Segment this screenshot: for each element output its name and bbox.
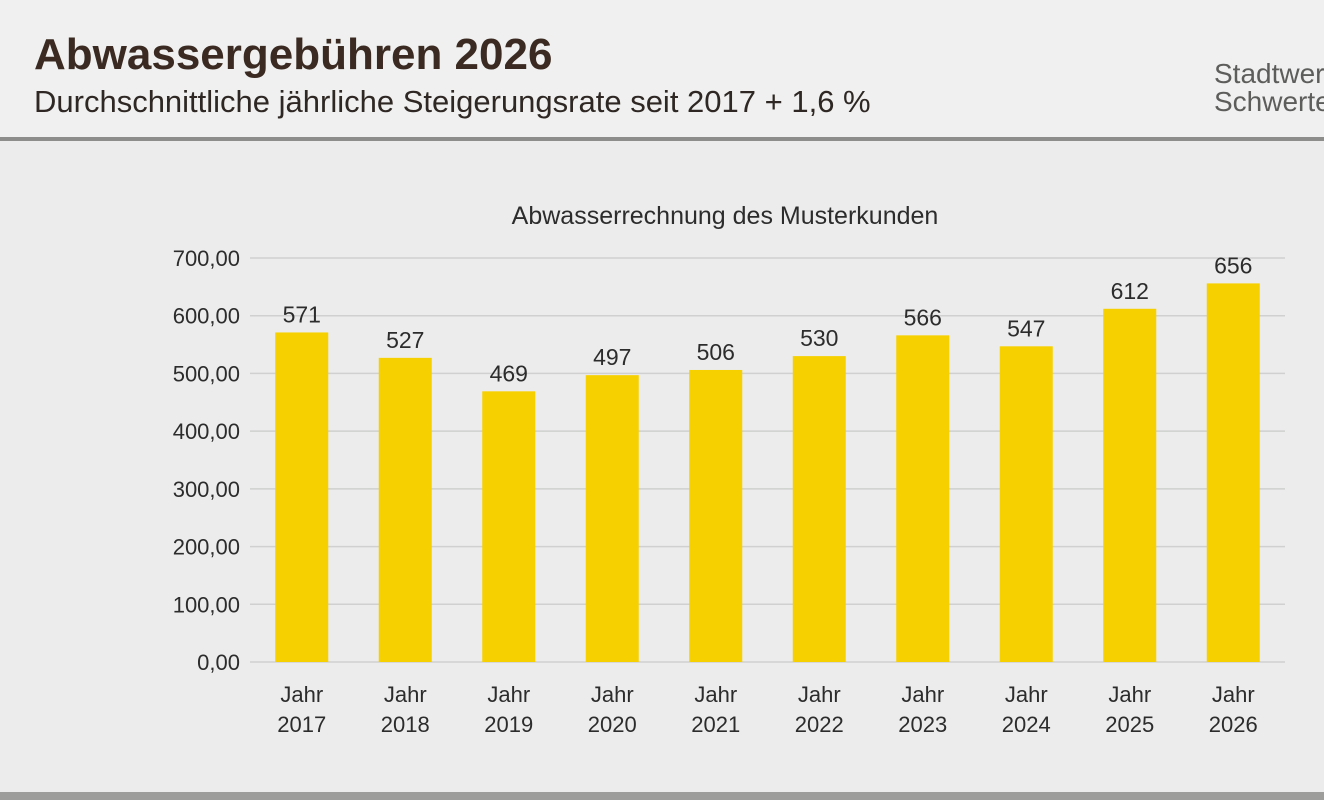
y-axis-ticks: 0,00 100,00 200,00 300,00 400,00 500,00 600,00…	[173, 246, 240, 675]
x-tick-label-line2: 2022	[795, 712, 844, 737]
data-label: 547	[1007, 315, 1045, 341]
x-tick-label-line1: Jahr	[1212, 682, 1255, 707]
x-tick-label-line2: 2023	[898, 712, 947, 737]
data-label: 566	[904, 304, 942, 330]
bar	[378, 357, 432, 662]
x-axis-ticks: Jahr 2017 Jahr 2018 Jahr 2019 Jahr 2020 Jahr 2021…	[277, 682, 1257, 737]
y-tick-label: 300,00	[173, 477, 240, 502]
x-tick-label-line1: Jahr	[901, 682, 944, 707]
brand-logo-text: Stadtwerke Schwerte	[1214, 60, 1324, 116]
x-tick-label-line1: Jahr	[591, 682, 634, 707]
bottom-edge	[0, 792, 1324, 800]
data-label: 497	[593, 344, 631, 370]
data-label: 656	[1214, 252, 1252, 278]
x-tick-label-line2: 2021	[691, 712, 740, 737]
slide-title: Abwassergebühren 2026	[34, 30, 553, 79]
data-label: 530	[800, 325, 838, 351]
y-tick-label: 700,00	[173, 246, 240, 271]
x-tick-label-line1: Jahr	[280, 682, 323, 707]
data-label: 527	[386, 327, 424, 353]
bar	[792, 356, 846, 662]
x-tick-label-line2: 2025	[1105, 712, 1154, 737]
bar	[689, 369, 743, 662]
x-tick-label-line2: 2019	[484, 712, 533, 737]
y-tick-label: 600,00	[173, 304, 240, 329]
slide-header: Abwassergebühren 2026 Durchschnittliche …	[0, 0, 1324, 137]
data-label: 506	[697, 339, 735, 365]
bar	[999, 346, 1053, 662]
data-label: 571	[283, 301, 321, 327]
bar	[1206, 283, 1260, 662]
brand-line-2: Schwerte	[1214, 86, 1324, 116]
y-tick-label: 0,00	[197, 650, 240, 675]
bar	[585, 375, 639, 662]
x-tick-label-line2: 2017	[277, 712, 326, 737]
x-tick-label-line1: Jahr	[1005, 682, 1048, 707]
bars	[275, 283, 1260, 662]
x-tick-label-line1: Jahr	[798, 682, 841, 707]
x-tick-label-line2: 2024	[1002, 712, 1051, 737]
bar	[896, 335, 950, 662]
x-tick-label-line2: 2026	[1209, 712, 1258, 737]
x-tick-label-line2: 2020	[588, 712, 637, 737]
x-tick-label-line1: Jahr	[487, 682, 530, 707]
y-tick-label: 200,00	[173, 535, 240, 560]
bar	[275, 332, 329, 662]
data-labels: 571 527 469 497 506 530 566 547 612 656	[283, 252, 1253, 386]
x-tick-label-line1: Jahr	[694, 682, 737, 707]
chart-title: Abwasserrechnung des Musterkunden	[512, 202, 939, 230]
y-tick-label: 400,00	[173, 419, 240, 444]
slide-subtitle: Durchschnittliche jährliche Steigerungsr…	[34, 84, 871, 119]
x-tick-label-line1: Jahr	[1108, 682, 1151, 707]
data-label: 469	[490, 360, 528, 386]
x-tick-label-line2: 2018	[381, 712, 430, 737]
header-divider	[0, 137, 1324, 141]
y-tick-label: 100,00	[173, 592, 240, 617]
bar	[482, 391, 536, 662]
brand-line-1: Stadtwerke	[1214, 60, 1324, 89]
x-tick-label-line1: Jahr	[384, 682, 427, 707]
y-tick-label: 500,00	[173, 361, 240, 386]
bar	[1103, 308, 1157, 662]
data-label: 612	[1111, 278, 1149, 304]
